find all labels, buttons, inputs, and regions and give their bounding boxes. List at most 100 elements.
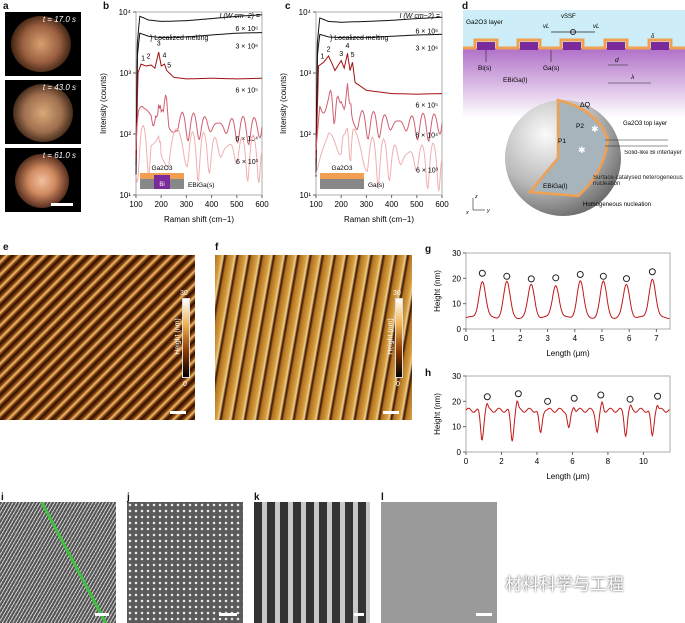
series-line	[315, 33, 442, 177]
x-axis-label: Raman shift (cm−1)	[344, 215, 414, 224]
series-label: 6 × 10⁴	[415, 132, 438, 139]
panel-label-d: d	[462, 1, 469, 12]
inset-substrate	[320, 179, 364, 189]
scale-bar	[219, 613, 237, 616]
series-label: 3 × 10⁶	[415, 45, 438, 52]
peak-marker	[648, 268, 656, 276]
panel-label-j: j	[127, 492, 130, 503]
peak-label: 3	[157, 41, 161, 48]
inset-oxide	[320, 173, 364, 179]
y-axis-label: Intensity (counts)	[279, 73, 288, 134]
y-tick-label: 10	[452, 300, 461, 309]
x-tick-label: 3	[545, 334, 550, 343]
label-ebiga-l-sphere: EBiGa(l)	[543, 183, 568, 190]
scale-bar	[476, 613, 492, 616]
x-tick-label: 2	[518, 334, 523, 343]
label-top-layer: Ga2O3 top layer	[623, 121, 667, 127]
panel-label-l: l	[381, 492, 384, 503]
afm-image-e: 30 0 Height (nm)	[0, 255, 195, 420]
x-axis-label: Raman shift (cm−1)	[164, 215, 234, 224]
peak-label: 2	[327, 46, 331, 53]
label-d: d	[615, 57, 619, 64]
x-tick-label: 4	[573, 334, 578, 343]
peak-label: 1	[141, 55, 145, 62]
panel-label-i: i	[1, 492, 4, 503]
series-line	[315, 16, 442, 166]
label-lambda: λ	[630, 74, 634, 81]
peak-label: 5	[167, 62, 171, 69]
legend-title: I (W cm−2) =	[400, 13, 440, 20]
x-tick-label: 10	[639, 457, 648, 466]
inset-label-bi: Bi	[159, 182, 164, 188]
series-label: 6 × 10⁶	[235, 26, 258, 33]
optical-frame-3: t = 61.0 s	[5, 148, 81, 212]
colorbar-e	[182, 298, 190, 378]
x-tick-label: 5	[600, 334, 605, 343]
x-tick-label: 7	[654, 334, 659, 343]
peak-marker	[478, 269, 486, 277]
peak-label: 1	[320, 54, 324, 61]
series-label: 6 × 10⁴	[235, 136, 258, 143]
colorbar-max: 30	[180, 290, 188, 297]
series-line	[135, 124, 263, 184]
optical-frame-1: t = 17.0 s	[5, 12, 81, 76]
colorbar-max: 30	[393, 290, 401, 297]
peak-label: 4	[163, 53, 167, 60]
x-tick-label: 100	[309, 200, 323, 209]
label-vl-left: vL	[543, 24, 549, 30]
panel-label-f: f	[215, 242, 219, 253]
y-tick-label: 10⁴	[299, 8, 312, 17]
nucleus-icon-p2: ✱	[591, 124, 599, 134]
plot-frame	[135, 11, 263, 196]
label-ga-s: Ga(s)	[543, 65, 559, 72]
series-label: 6 × 10³	[236, 159, 259, 166]
x-tick-label: 600	[255, 200, 269, 209]
colorbar-title: Height (nm)	[174, 318, 182, 355]
x-axis-label: Length (μm)	[546, 349, 590, 358]
peak-marker	[597, 391, 605, 399]
series-line	[135, 32, 262, 177]
peak-marker	[483, 393, 491, 401]
series-label: 6 × 10³	[416, 167, 439, 174]
raman-chart-c: 100 200 300 400 500 600 10¹ 10² 10³ 10⁴ Raman shif…	[279, 8, 449, 224]
x-tick-label: 0	[464, 457, 469, 466]
inset-label-bottom: EBiGa(s)	[188, 182, 214, 189]
inset-label-top: Ga2O3	[332, 165, 353, 172]
peak-marker	[514, 390, 522, 398]
plot-frame	[465, 375, 671, 453]
y-tick-label: 10²	[119, 130, 131, 139]
peak-marker	[503, 272, 511, 280]
series-label: 3 × 10⁶	[235, 44, 258, 51]
grain-boundary-line	[40, 502, 109, 623]
profile-line	[465, 278, 670, 320]
x-tick-label: 400	[205, 200, 219, 209]
time-label: t = 17.0 s	[42, 15, 76, 24]
afm-image-f: 30 0 Height (nm)	[215, 255, 412, 420]
plot-frame	[465, 252, 671, 330]
panel-label-h: h	[425, 368, 432, 379]
label-p1: P1	[558, 138, 566, 145]
panel-label-c: c	[285, 1, 291, 12]
y-axis-label: Intensity (counts)	[99, 73, 108, 134]
time-label: t = 61.0 s	[42, 151, 76, 160]
label-surface-nucleation: Surface-catalysed heterogeneous nucleati…	[593, 175, 683, 187]
x-tick-label: 300	[360, 200, 374, 209]
x-tick-label: 300	[180, 200, 194, 209]
panel-label-a: a	[3, 1, 9, 12]
colorbar-title: Height (nm)	[387, 318, 395, 355]
label-delta-q: ΔQ	[580, 102, 591, 109]
nucleus-icon-p1: ✱	[578, 145, 586, 155]
y-tick-label: 20	[452, 397, 461, 406]
y-tick-label: 30	[452, 249, 461, 258]
series-label: 6 × 10⁵	[235, 87, 258, 94]
raman-chart-b: 100 200 300 400 500 600 10¹ 10² 10³ 10⁴ Raman shif…	[99, 8, 269, 224]
x-tick-label: 100	[129, 200, 143, 209]
sem-image-j	[127, 502, 243, 623]
peak-marker	[570, 394, 578, 402]
annotation-localized-melting: } Localized melting	[150, 35, 208, 42]
scale-bar	[354, 613, 364, 616]
y-tick-label: 30	[452, 372, 461, 381]
y-tick-label: 10⁴	[119, 8, 132, 17]
y-tick-label: 20	[452, 274, 461, 283]
watermark-text: 材料科学与工程	[505, 575, 624, 594]
